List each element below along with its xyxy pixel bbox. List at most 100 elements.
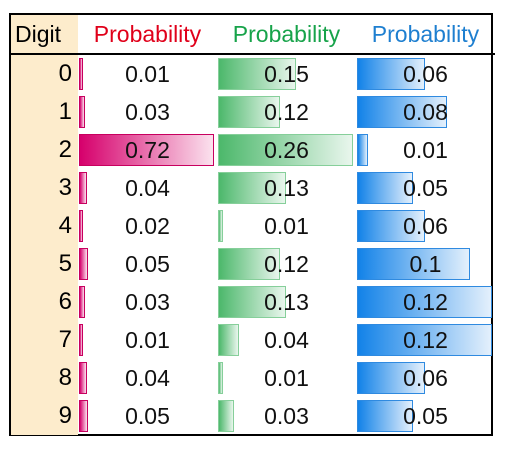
table-row: 8 0.04 0.01 0.06: [11, 359, 495, 397]
probability-table: Digit Probability Probability Probabilit…: [11, 15, 495, 435]
probability-cell: 0.13: [217, 283, 356, 321]
probability-value: 0.01: [125, 60, 170, 87]
probability-value: 0.13: [264, 288, 309, 315]
probability-cell: 0.01: [217, 207, 356, 245]
data-bar: [357, 134, 368, 166]
probability-value: 0.12: [264, 250, 309, 277]
data-bar: [357, 324, 492, 356]
probability-value: 0.13: [264, 174, 309, 201]
probability-value: 0.72: [125, 136, 170, 163]
probability-value: 0.02: [125, 212, 170, 239]
table-row: 5 0.05 0.12 0.1: [11, 245, 495, 283]
table-body: 0 0.01 0.15 0.06 1 0.03 0.12 0.08 2 0.72 0.26 0.01 3…: [11, 54, 495, 435]
probability-value: 0.03: [264, 402, 309, 429]
probability-cell: 0.01: [217, 359, 356, 397]
probability-value: 0.06: [403, 212, 448, 239]
data-bar: [218, 324, 239, 356]
probability-cell: 0.12: [217, 93, 356, 131]
digit-cell: 4: [11, 207, 78, 245]
data-bar: [218, 134, 353, 166]
digit-cell: 6: [11, 283, 78, 321]
probability-value: 0.05: [125, 402, 170, 429]
probability-value: 0.01: [264, 364, 309, 391]
probability-cell: 0.03: [78, 93, 217, 131]
probability-value: 0.01: [403, 136, 448, 163]
probability-cell: 0.05: [356, 169, 495, 207]
data-bar: [218, 286, 286, 318]
header-digit: Digit: [11, 15, 78, 55]
digit-cell: 7: [11, 321, 78, 359]
probability-cell: 0.72: [78, 131, 217, 169]
data-bar: [79, 172, 87, 204]
probability-value: 0.06: [403, 364, 448, 391]
probability-cell: 0.01: [356, 131, 495, 169]
probability-cell: 0.05: [78, 245, 217, 283]
probability-value: 0.03: [125, 288, 170, 315]
probability-cell: 0.03: [217, 397, 356, 435]
header-probability-2: Probability: [217, 15, 356, 55]
data-bar: [357, 58, 425, 90]
probability-value: 0.08: [403, 98, 448, 125]
header-probability-3: Probability: [356, 15, 495, 55]
digit-cell: 2: [11, 131, 78, 169]
header-probability-1: Probability: [78, 15, 217, 55]
probability-table-sheet: Digit Probability Probability Probabilit…: [9, 13, 495, 436]
table-row: 9 0.05 0.03 0.05: [11, 397, 495, 435]
probability-cell: 0.06: [356, 359, 495, 397]
table-row: 0 0.01 0.15 0.06: [11, 54, 495, 93]
data-bar: [218, 210, 223, 242]
probability-value: 0.05: [403, 174, 448, 201]
table-row: 2 0.72 0.26 0.01: [11, 131, 495, 169]
probability-value: 0.12: [264, 98, 309, 125]
probability-cell: 0.1: [356, 245, 495, 283]
data-bar: [357, 172, 413, 204]
probability-cell: 0.26: [217, 131, 356, 169]
digit-cell: 9: [11, 397, 78, 435]
probability-value: 0.04: [125, 174, 170, 201]
data-bar: [357, 248, 470, 280]
table-row: 6 0.03 0.13 0.12: [11, 283, 495, 321]
probability-value: 0.26: [264, 136, 309, 163]
probability-value: 0.12: [403, 326, 448, 353]
probability-value: 0.04: [264, 326, 309, 353]
digit-cell: 1: [11, 93, 78, 131]
data-bar: [218, 96, 280, 128]
probability-cell: 0.12: [217, 245, 356, 283]
digit-cell: 0: [11, 54, 78, 93]
probability-cell: 0.01: [78, 54, 217, 93]
probability-cell: 0.05: [78, 397, 217, 435]
probability-cell: 0.06: [356, 207, 495, 245]
probability-cell: 0.04: [78, 359, 217, 397]
probability-value: 0.01: [125, 326, 170, 353]
probability-cell: 0.12: [356, 321, 495, 359]
probability-cell: 0.04: [78, 169, 217, 207]
probability-cell: 0.06: [356, 54, 495, 93]
data-bar: [218, 400, 234, 432]
digit-cell: 8: [11, 359, 78, 397]
table-row: 1 0.03 0.12 0.08: [11, 93, 495, 131]
probability-cell: 0.15: [217, 54, 356, 93]
data-bar: [357, 96, 447, 128]
data-bar: [218, 362, 223, 394]
table-row: 4 0.02 0.01 0.06: [11, 207, 495, 245]
data-bar: [218, 172, 286, 204]
probability-cell: 0.08: [356, 93, 495, 131]
probability-value: 0.06: [403, 60, 448, 87]
data-bar: [218, 58, 296, 90]
table-row: 3 0.04 0.13 0.05: [11, 169, 495, 207]
data-bar: [79, 324, 83, 356]
data-bar: [79, 362, 87, 394]
probability-value: 0.01: [264, 212, 309, 239]
probability-value: 0.05: [125, 250, 170, 277]
data-bar: [79, 286, 85, 318]
data-bar: [357, 210, 425, 242]
data-bar: [79, 134, 214, 166]
data-bar: [79, 400, 88, 432]
probability-value: 0.15: [264, 60, 309, 87]
probability-value: 0.04: [125, 364, 170, 391]
probability-value: 0.05: [403, 402, 448, 429]
data-bar: [357, 400, 413, 432]
probability-value: 0.03: [125, 98, 170, 125]
data-bar: [79, 58, 83, 90]
probability-cell: 0.01: [78, 321, 217, 359]
